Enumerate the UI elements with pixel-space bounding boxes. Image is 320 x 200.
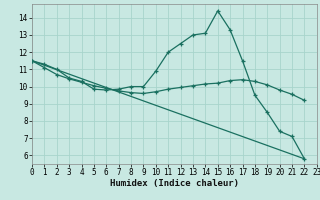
X-axis label: Humidex (Indice chaleur): Humidex (Indice chaleur) [110, 179, 239, 188]
